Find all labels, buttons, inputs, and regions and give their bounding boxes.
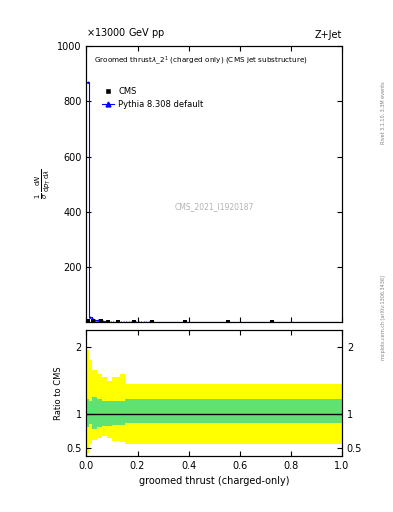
Text: $\times$13000 GeV pp: $\times$13000 GeV pp [86,26,166,40]
Text: Rivet 3.1.10, 3.3M events: Rivet 3.1.10, 3.3M events [381,81,386,144]
X-axis label: groomed thrust (charged-only): groomed thrust (charged-only) [139,476,289,486]
Y-axis label: Ratio to CMS: Ratio to CMS [55,366,63,420]
Legend: CMS, Pythia 8.308 default: CMS, Pythia 8.308 default [98,83,207,112]
Y-axis label: $\frac{1}{\sigma}\,\frac{\mathrm{d}N}{\mathrm{d}p_T\,\mathrm{d}\lambda}$: $\frac{1}{\sigma}\,\frac{\mathrm{d}N}{\m… [33,169,53,199]
Text: CMS_2021_I1920187: CMS_2021_I1920187 [174,202,254,211]
Text: mcplots.cern.ch [arXiv:1306.3436]: mcplots.cern.ch [arXiv:1306.3436] [381,275,386,360]
Text: Z+Jet: Z+Jet [314,30,342,40]
Text: Groomed thrust$\lambda\_2^1$ (charged only) (CMS jet substructure): Groomed thrust$\lambda\_2^1$ (charged on… [94,54,308,67]
